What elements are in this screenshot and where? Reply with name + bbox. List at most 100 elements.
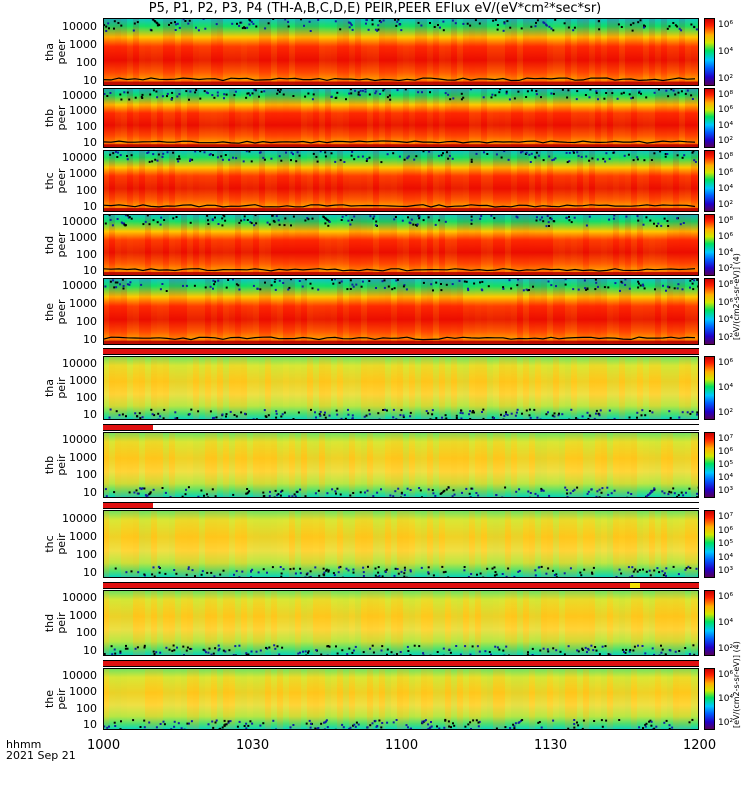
noise-speckle (648, 569, 651, 572)
texture-column (517, 88, 523, 148)
noise-speckle (386, 153, 389, 156)
noise-speckle (263, 90, 266, 93)
noise-speckle (160, 216, 163, 219)
potential-line (103, 140, 696, 144)
noise-speckle (343, 161, 346, 163)
noise-speckle (280, 575, 283, 578)
noise-speckle (365, 18, 368, 21)
texture-column (451, 18, 457, 86)
texture-column (589, 214, 595, 276)
texture-column (439, 356, 445, 420)
noise-speckle (397, 572, 400, 575)
noise-speckle (163, 219, 166, 221)
noise-speckle (507, 158, 510, 161)
texture-column (613, 88, 619, 148)
noise-speckle (351, 414, 354, 417)
texture-column (217, 88, 223, 148)
texture-column (559, 278, 565, 345)
noise-speckle (155, 90, 158, 93)
noise-speckle (689, 286, 691, 289)
noise-speckle (152, 89, 155, 92)
texture-column (187, 356, 193, 420)
texture-column (307, 278, 313, 345)
noise-speckle (605, 92, 608, 94)
texture-column (589, 88, 595, 148)
spectrogram-the-peer (103, 278, 699, 345)
texture-column (655, 88, 661, 148)
noise-speckle (617, 23, 620, 26)
texture-column (595, 668, 601, 730)
noise-speckle (221, 224, 224, 227)
texture-column (469, 432, 475, 498)
noise-speckle (213, 96, 216, 99)
texture-column (187, 88, 193, 148)
texture-column (433, 590, 439, 656)
spectrogram-svg-thc-peir (103, 510, 699, 578)
texture-column (493, 214, 499, 276)
noise-speckle (164, 491, 167, 494)
texture-column (637, 18, 643, 86)
noise-speckle (305, 573, 308, 576)
texture-column (463, 150, 469, 212)
x-axis-date: 2021 Sep 21 (6, 749, 76, 762)
texture-column (655, 356, 661, 420)
noise-speckle (351, 28, 354, 31)
noise-speckle (599, 409, 602, 412)
noise-speckle (156, 96, 159, 99)
noise-speckle (638, 91, 640, 94)
texture-column (433, 18, 439, 86)
noise-speckle (451, 495, 454, 498)
texture-column (151, 150, 157, 212)
noise-speckle (349, 494, 352, 497)
texture-column (427, 278, 433, 345)
colorbar-tick-label: 10² (718, 644, 734, 654)
noise-speckle (136, 21, 139, 24)
noise-speckle (589, 88, 592, 91)
texture-column (481, 432, 487, 498)
noise-speckle (609, 653, 612, 656)
noise-speckle (278, 155, 281, 158)
noise-speckle (139, 417, 142, 420)
colorbar-tick-label: 10⁴ (718, 47, 734, 57)
colorbar-tick-label: 10² (718, 718, 734, 728)
noise-speckle (470, 160, 473, 163)
noise-speckle (605, 152, 608, 155)
texture-column (565, 278, 571, 345)
noise-speckle (674, 650, 677, 653)
colorbar-unit-peir: [eV/(cm2-s-sr-eV)] (4) (732, 641, 741, 728)
texture-column (595, 590, 601, 656)
texture-column (235, 214, 241, 276)
noise-speckle (211, 720, 214, 723)
noise-speckle (573, 726, 576, 729)
noise-speckle (217, 223, 220, 225)
texture-column (253, 668, 259, 730)
noise-speckle (238, 221, 241, 224)
texture-column (547, 510, 553, 578)
noise-speckle (653, 152, 656, 155)
texture-column (295, 18, 301, 86)
noise-speckle (470, 215, 473, 218)
texture-column (379, 510, 385, 578)
noise-speckle (460, 409, 462, 412)
noise-speckle (124, 224, 127, 227)
noise-speckle (203, 90, 206, 93)
noise-speckle (573, 216, 576, 219)
texture-column (217, 510, 223, 578)
noise-speckle (527, 651, 529, 654)
texture-column (319, 214, 325, 276)
noise-speckle (350, 154, 353, 157)
texture-column (625, 278, 631, 345)
texture-column (523, 214, 529, 276)
texture-column (559, 88, 565, 148)
y-tick-label: 100 (76, 314, 97, 328)
noise-speckle (378, 719, 381, 722)
texture-column (181, 432, 187, 498)
texture-column (433, 510, 439, 578)
texture-column (307, 214, 313, 276)
noise-speckle (395, 24, 398, 27)
texture-column (505, 590, 511, 656)
texture-column (223, 88, 229, 148)
noise-speckle (650, 159, 653, 161)
texture-column (103, 590, 109, 656)
texture-column (607, 278, 613, 345)
